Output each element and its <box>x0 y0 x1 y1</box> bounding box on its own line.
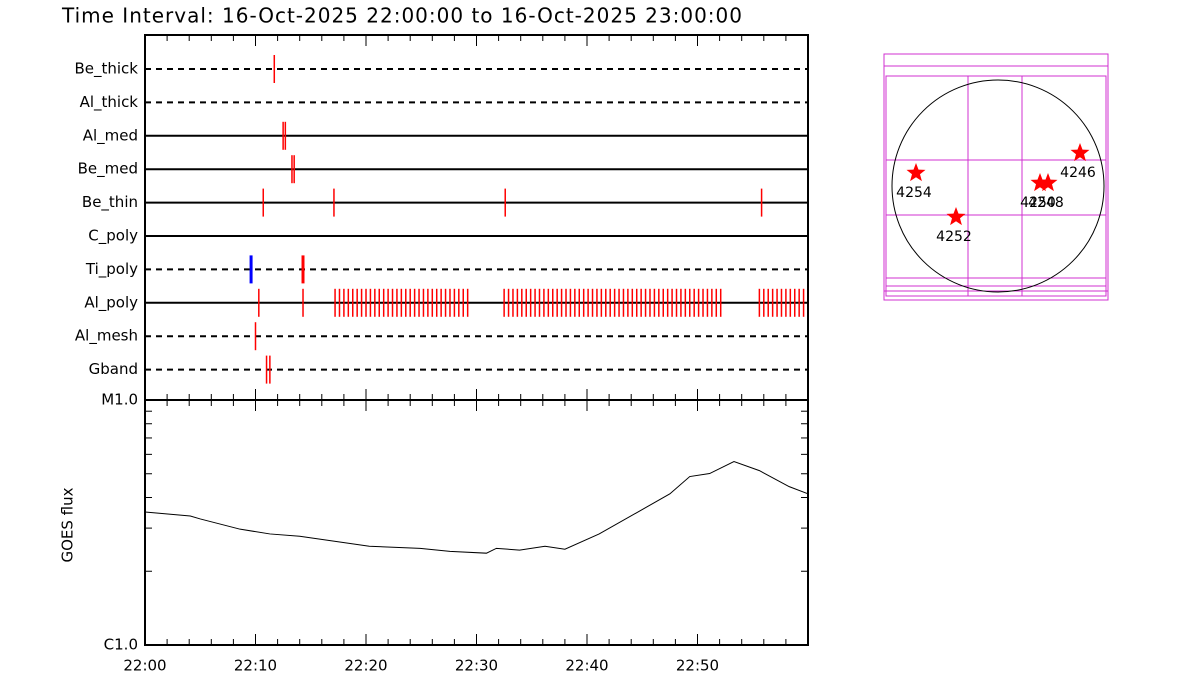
row-label: Be_med <box>78 160 138 179</box>
goes-line <box>144 460 809 554</box>
y-tick-label: C1.0 <box>104 636 138 654</box>
row-label: Al_mesh <box>75 327 138 346</box>
solar-disk <box>891 79 1105 293</box>
row-label: Al_thick <box>80 93 139 112</box>
goes-frame <box>144 399 809 646</box>
region-star <box>1030 173 1050 192</box>
y-tick-label: M1.0 <box>101 391 138 409</box>
region-label: 4248 <box>1028 195 1064 211</box>
region-star <box>1038 173 1058 192</box>
row-label: Be_thick <box>74 60 138 79</box>
x-tick-label: 22:50 <box>676 657 719 675</box>
map-frame <box>883 65 1109 292</box>
chart-title: Time Interval: 16-Oct-2025 22:00:00 to 1… <box>61 4 743 28</box>
solar-map <box>883 53 1109 301</box>
x-tick-label: 22:10 <box>234 657 277 675</box>
region-label: 4246 <box>1060 165 1096 181</box>
row-label: Gband <box>89 360 138 378</box>
row-label: Ti_poly <box>85 260 138 279</box>
region-star <box>906 163 926 182</box>
x-tick-label: 22:20 <box>344 657 387 675</box>
row-label: Al_med <box>83 126 138 145</box>
map-frame <box>885 75 1107 297</box>
x-tick-label: 22:00 <box>123 657 166 675</box>
region-star <box>946 207 966 226</box>
y-axis-label: GOES flux <box>59 487 77 562</box>
region-star <box>1070 143 1090 162</box>
row-label: C_poly <box>88 227 138 246</box>
row-label: Be_thin <box>82 193 138 212</box>
x-tick-label: 22:30 <box>455 657 498 675</box>
x-tick-label: 22:40 <box>565 657 608 675</box>
row-label: Al_poly <box>84 293 138 312</box>
region-label: 4254 <box>896 185 932 201</box>
region-label: 4252 <box>936 229 972 245</box>
region-label: 4250 <box>1020 195 1056 211</box>
timeline-frame <box>144 34 809 401</box>
